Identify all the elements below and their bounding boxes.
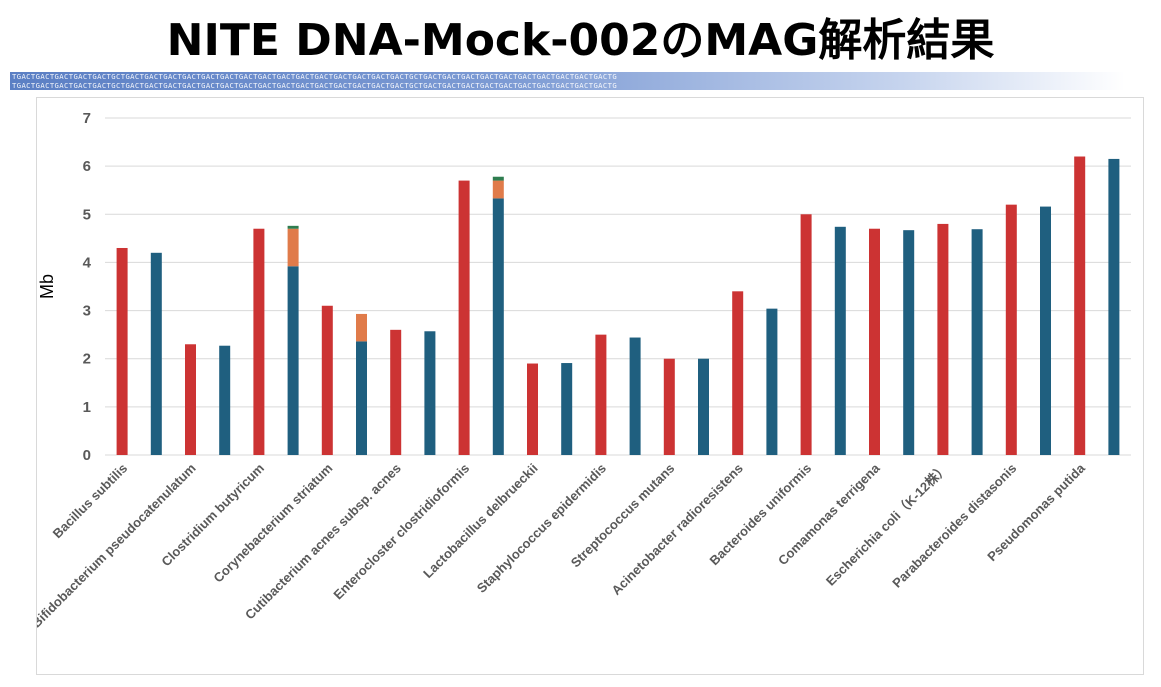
y-tick-label: 5 [83,206,91,223]
bar [595,334,607,455]
y-tick-label: 0 [83,447,91,464]
x-tick-label: Enterocloster clostridioformis [330,461,472,603]
bar [766,308,778,455]
page-title: NITE DNA-Mock-002のMAG解析結果 [166,15,995,66]
bar [1108,158,1120,455]
bar [663,358,675,455]
bar [287,225,299,229]
bar [150,252,162,455]
bar [1005,204,1017,455]
bar [629,337,641,455]
bar [116,247,128,455]
y-tick-label: 6 [83,158,91,175]
chart-area: 0 1 2 3 4 5 6 7 Mb Bacillus subtilis Bifidobacteri… [36,97,1144,675]
y-tick-label: 2 [83,351,91,368]
x-tick-label: Parabacteroides distasonis [889,461,1019,591]
bar [219,345,231,455]
bar [937,223,949,455]
bar [561,363,573,455]
bar [800,214,812,455]
bar [492,176,504,181]
x-tick-label: Lactobacillus delbrueckii [420,461,540,581]
x-tick-label: Acinetobacter radioresistens [609,461,746,598]
bar [356,341,367,455]
bar [492,180,504,199]
bar [834,226,846,455]
dna-sequence-banner: TGACTGACTGACTGACTGACTGCTGACTGACTGACTGACT… [10,72,1125,90]
y-axis-label: Mb [37,274,57,299]
bar [321,305,333,455]
bar [1040,206,1051,455]
bar [698,358,709,455]
bar [527,363,538,455]
y-tick-label: 3 [83,303,91,320]
bar [424,331,436,455]
bar [287,228,299,267]
x-tick-label: Staphylococcus epidermidis [474,461,609,596]
bar [390,329,402,455]
bar [869,228,880,455]
bar [287,266,299,455]
dna-sequence-line-1: TGACTGACTGACTGACTGACTGCTGACTGACTGACTGACT… [12,72,618,81]
y-tick-label: 1 [83,399,91,416]
dna-sequence-line-2: TGACTGACTGACTGACTGACTGCTGACTGACTGACTGACT… [12,81,618,90]
bar [732,291,744,455]
bar [903,230,915,455]
x-tick-label: Corynebacterium striatum [210,461,335,586]
bar [458,180,470,455]
bar [253,228,265,455]
x-tick-label: Escherichia coli（K-12株） [823,461,951,589]
y-tick-label: 4 [83,254,92,271]
bar [1074,156,1086,455]
y-tick-label: 7 [83,110,91,127]
bar [492,198,504,456]
bar [971,229,983,455]
bar [185,344,196,455]
bar [356,313,367,342]
